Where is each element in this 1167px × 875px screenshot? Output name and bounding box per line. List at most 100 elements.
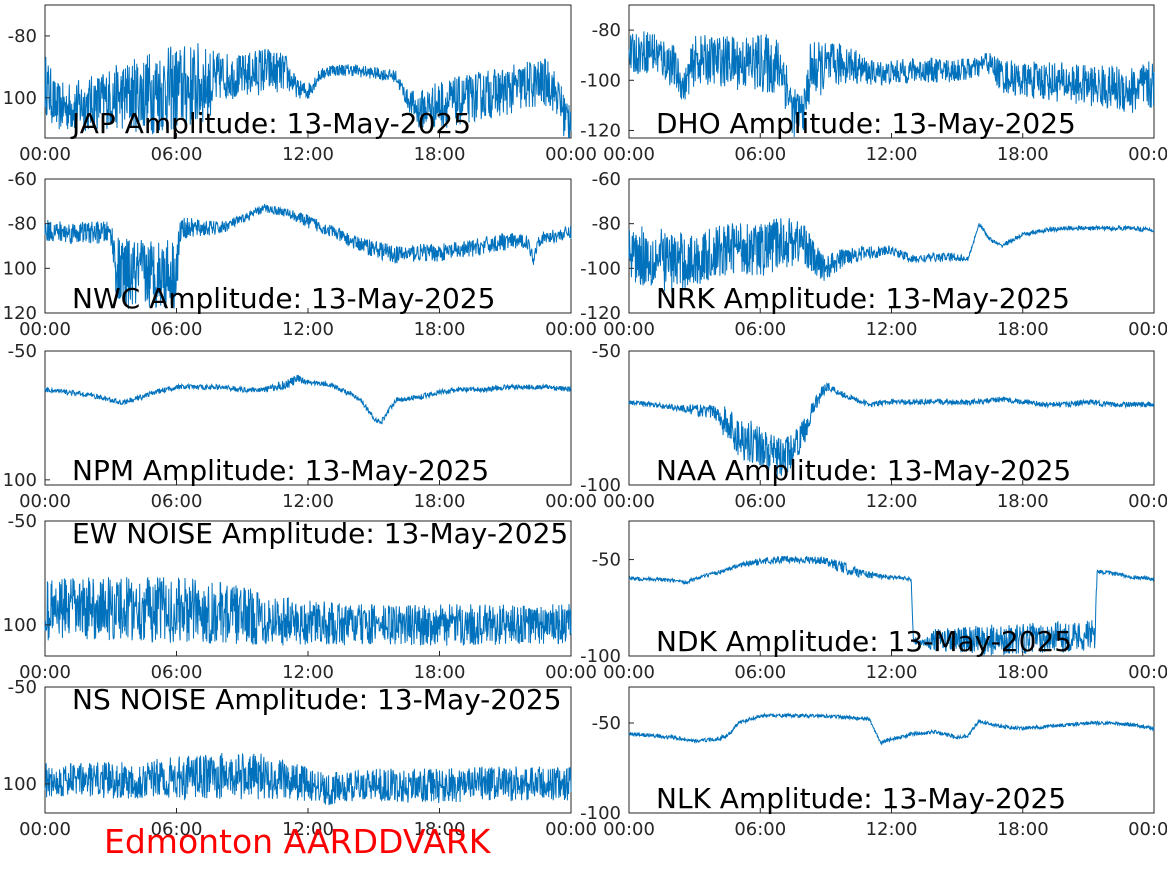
- x-tick-label: 06:00: [151, 319, 203, 340]
- panel-title: NDK Amplitude: 13-May-2025: [656, 625, 1072, 658]
- y-tick-label: 100: [3, 470, 37, 491]
- y-tick-label: -100: [580, 475, 621, 496]
- x-tick-label: 00:00: [603, 819, 655, 840]
- x-tick-label: 18:00: [997, 144, 1049, 165]
- panel-title: JAP Amplitude: 13-May-2025: [70, 107, 471, 140]
- x-tick-label: 12:00: [866, 662, 918, 683]
- y-tick-label: -100: [580, 70, 621, 91]
- panel-title: DHO Amplitude: 13-May-2025: [656, 107, 1076, 140]
- amplitude-trace: [628, 381, 1155, 478]
- y-tick-label: -120: [580, 120, 621, 141]
- x-tick-label: 18:00: [414, 144, 466, 165]
- y-tick-label: -50: [592, 713, 621, 734]
- x-tick-label: 00:00: [603, 662, 655, 683]
- y-tick-label: -50: [8, 341, 37, 362]
- x-tick-label: 00:00: [603, 491, 655, 512]
- x-tick-label: 00:00: [603, 144, 655, 165]
- y-tick-label: -100: [580, 803, 621, 824]
- x-tick-label: 18:00: [414, 319, 466, 340]
- x-tick-label: 06:00: [151, 144, 203, 165]
- y-tick-label: -80: [592, 214, 621, 235]
- x-tick-label: 12:00: [866, 491, 918, 512]
- amplitude-trace: [44, 203, 572, 309]
- x-tick-label: 18:00: [414, 819, 466, 840]
- panel-2: -80-100-12000:0006:0012:0018:0000:00DHO …: [580, 4, 1167, 165]
- x-tick-label: 06:00: [151, 662, 203, 683]
- y-tick-label: 100: [3, 615, 37, 636]
- plot-area: [628, 686, 1155, 814]
- y-tick-label: -80: [8, 214, 37, 235]
- x-tick-label: 00:00: [1128, 144, 1167, 165]
- y-tick-label: -100: [580, 258, 621, 279]
- panel-title: NAA Amplitude: 13-May-2025: [656, 454, 1071, 487]
- y-tick-label: -120: [580, 303, 621, 324]
- x-tick-label: 06:00: [151, 491, 203, 512]
- y-tick-label: 120: [3, 303, 37, 324]
- x-tick-label: 00:00: [545, 491, 597, 512]
- x-tick-label: 00:00: [1128, 319, 1167, 340]
- y-tick-label: -60: [592, 169, 621, 190]
- amplitude-trace: [628, 555, 1155, 656]
- x-tick-label: 00:00: [545, 319, 597, 340]
- panel-9: -50 100 00:00 06:00 12:00 18:00 00:00 NS NOISE …: [3, 677, 597, 840]
- y-tick-label: -100: [580, 646, 621, 667]
- x-tick-label: 00:00: [19, 819, 71, 840]
- x-tick-label: 00:00: [545, 662, 597, 683]
- x-tick-label: 06:00: [734, 319, 786, 340]
- x-tick-label: 06:00: [151, 819, 203, 840]
- footer-label: Edmonton AARDDVARK: [104, 822, 492, 861]
- x-tick-label: 00:00: [545, 819, 597, 840]
- x-tick-label: 00:00: [19, 491, 71, 512]
- plot-area: [44, 350, 572, 486]
- amplitude-trace: [44, 576, 572, 646]
- y-tick-label: -50: [8, 677, 37, 698]
- x-tick-label: 12:00: [282, 662, 334, 683]
- x-tick-label: 00:00: [545, 144, 597, 165]
- y-tick-label: -50: [592, 550, 621, 571]
- amplitude-trace: [44, 43, 572, 139]
- x-tick-label: 18:00: [997, 319, 1049, 340]
- y-tick-label: -80: [8, 26, 37, 47]
- panel-title: NLK Amplitude: 13-May-2025: [656, 782, 1066, 815]
- x-tick-label: 12:00: [866, 319, 918, 340]
- x-tick-label: 06:00: [734, 144, 786, 165]
- x-tick-label: 12:00: [866, 819, 918, 840]
- x-tick-label: 18:00: [414, 662, 466, 683]
- y-tick-label: 100: [3, 774, 37, 795]
- x-tick-label: 18:00: [997, 491, 1049, 512]
- x-tick-label: 00:00: [19, 662, 71, 683]
- panel-title: EW NOISE Amplitude: 13-May-2025: [72, 517, 568, 550]
- panel-title: NWC Amplitude: 13-May-2025: [72, 282, 495, 315]
- x-tick-label: 00:00: [1128, 819, 1167, 840]
- amplitude-trace: [628, 218, 1155, 293]
- x-tick-label: 06:00: [734, 819, 786, 840]
- y-tick-label: 100: [3, 258, 37, 279]
- x-tick-label: 06:00: [734, 662, 786, 683]
- amplitude-trace: [44, 752, 572, 806]
- x-tick-label: 00:00: [603, 319, 655, 340]
- panel-title: NPM Amplitude: 13-May-2025: [72, 454, 489, 487]
- x-tick-label: 18:00: [414, 491, 466, 512]
- panel-title: NRK Amplitude: 13-May-2025: [656, 282, 1070, 315]
- x-tick-label: 12:00: [282, 819, 334, 840]
- panel-1: -80 100 00:00 06:00 12:00 18:00 00:00 JAP Ampli…: [3, 4, 597, 165]
- x-tick-label: 06:00: [734, 491, 786, 512]
- amplitude-trace: [44, 374, 572, 425]
- panel-7: -50 100 00:00 06:00 12:00 18:00 00:00 EW NOISE …: [3, 511, 597, 683]
- x-tick-label: 18:00: [997, 819, 1049, 840]
- x-tick-label: 12:00: [866, 144, 918, 165]
- amplitude-trace: [628, 31, 1155, 137]
- x-tick-label: 00:00: [1128, 662, 1167, 683]
- x-tick-label: 00:00: [19, 144, 71, 165]
- x-tick-label: 12:00: [282, 144, 334, 165]
- x-tick-label: 00:00: [19, 319, 71, 340]
- y-tick-label: -50: [592, 341, 621, 362]
- x-tick-label: 18:00: [997, 662, 1049, 683]
- amplitude-trace: [628, 712, 1155, 746]
